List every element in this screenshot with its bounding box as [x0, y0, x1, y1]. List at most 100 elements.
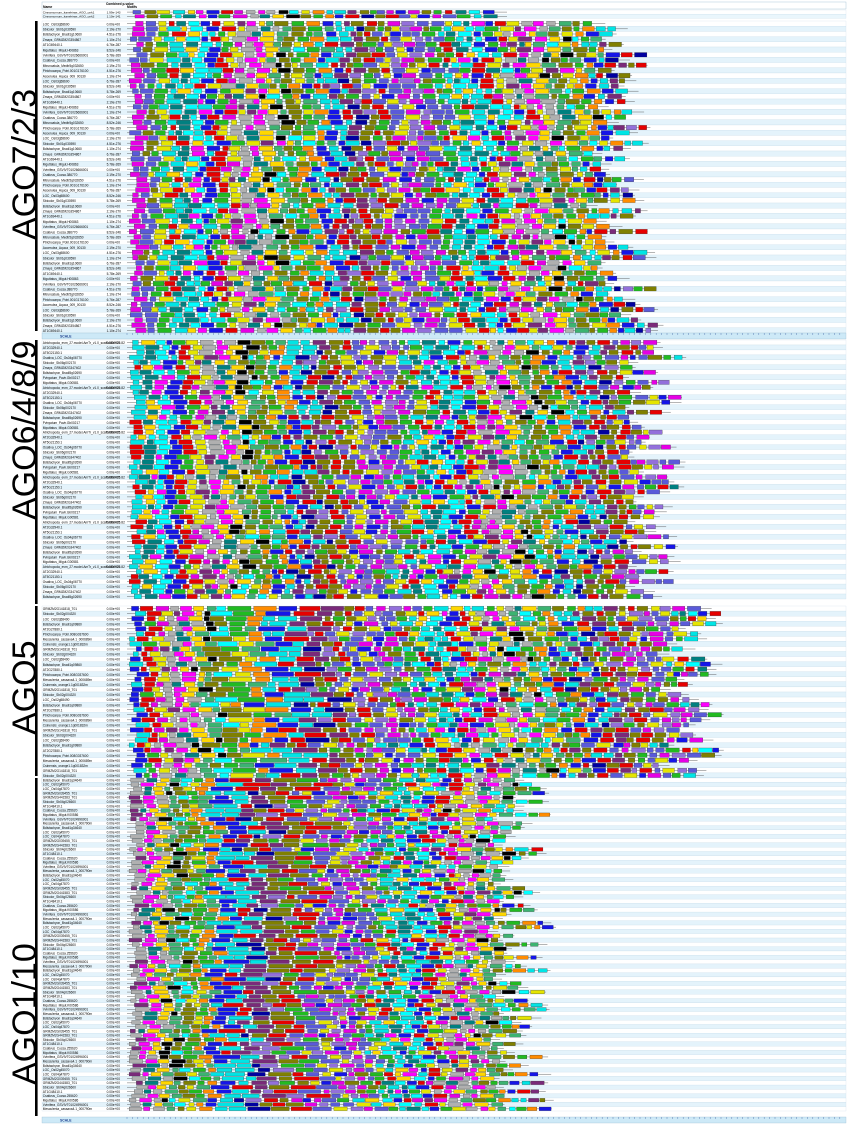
motif-block	[662, 464, 674, 470]
motif-block	[413, 360, 422, 365]
motif-block	[605, 404, 614, 410]
motif-block	[238, 104, 245, 110]
motif-block	[577, 514, 589, 520]
sequence-name: Bdistachyon_Bradi1g10660	[43, 147, 82, 151]
motif-block	[325, 449, 339, 455]
motif-block	[459, 479, 467, 485]
motif-block	[329, 250, 340, 255]
p-value: 0.00e+00	[107, 500, 121, 504]
motif-block	[180, 276, 192, 281]
motif-block	[373, 140, 386, 146]
motif-block	[489, 375, 495, 380]
motif-block	[475, 484, 483, 490]
motif-block	[506, 21, 520, 26]
motif-block	[244, 312, 256, 318]
motif-block	[464, 322, 476, 328]
motif-block	[255, 365, 267, 370]
sequence-name: Csativus_Cucsa.386770	[43, 116, 78, 120]
motif-block	[584, 109, 591, 115]
motif-block	[592, 114, 604, 120]
motif-block	[186, 424, 199, 430]
motif-block	[251, 270, 260, 276]
motif-block	[574, 270, 585, 276]
motif-block	[484, 26, 499, 32]
motif-block	[645, 484, 656, 490]
motif-block	[405, 260, 414, 266]
motif-block	[277, 114, 289, 120]
motif-block	[368, 255, 376, 260]
motif-block	[172, 291, 183, 297]
motif-block	[388, 317, 394, 323]
motif-block	[457, 350, 465, 355]
motif-block	[506, 146, 518, 151]
motif-block	[508, 182, 523, 188]
sequence-name: Osativa_LOC_Os04g06770	[43, 535, 82, 539]
motif-block	[220, 499, 227, 505]
motif-block	[439, 399, 451, 405]
motif-block	[603, 539, 617, 544]
motif-block	[495, 424, 504, 430]
motif-block	[326, 10, 333, 14]
motif-block	[166, 68, 180, 73]
motif-block	[426, 524, 438, 530]
motif-block	[355, 519, 366, 525]
motif-block	[184, 459, 194, 465]
motif-block	[448, 529, 461, 535]
sequence-name: Sbicolor_Sb06g002170	[43, 540, 76, 544]
motif-block	[251, 509, 258, 515]
motif-block	[587, 370, 594, 375]
motif-block	[293, 464, 300, 470]
motif-block	[227, 239, 235, 245]
motif-block	[259, 135, 274, 141]
motif-block	[580, 399, 589, 405]
motif-block	[523, 539, 536, 544]
motif-block	[476, 414, 487, 420]
motif-block	[238, 494, 245, 500]
motif-block	[376, 419, 384, 425]
motif-block	[468, 409, 477, 415]
motif-block	[250, 14, 259, 19]
motif-block	[444, 208, 451, 214]
motif-block	[133, 424, 143, 430]
motif-block	[133, 47, 141, 52]
motif-block	[232, 36, 246, 42]
motif-block	[405, 161, 412, 167]
motif-block	[599, 83, 609, 89]
motif-block	[562, 296, 575, 302]
motif-block	[200, 322, 214, 328]
motif-block	[352, 224, 363, 229]
motif-block	[422, 291, 432, 297]
motif-block	[207, 286, 215, 292]
sequence-name: Sbicolor_Sb06g002170	[43, 361, 76, 365]
motif-block	[489, 281, 499, 286]
motif-block	[344, 328, 351, 333]
motif-block	[407, 350, 420, 355]
motif-block	[368, 454, 377, 460]
motif-block	[486, 125, 498, 130]
motif-block	[544, 239, 552, 245]
motif-block	[316, 464, 323, 470]
motif-block	[221, 429, 229, 435]
motif-block	[439, 130, 449, 136]
motif-block	[473, 340, 487, 345]
motif-block	[136, 399, 146, 405]
motif-block	[434, 328, 449, 333]
motif-block	[274, 78, 281, 84]
motif-block	[561, 449, 573, 455]
motif-block	[369, 340, 376, 345]
motif-block	[363, 504, 369, 510]
motif-block	[302, 286, 310, 292]
motif-block	[353, 345, 364, 350]
motif-block	[452, 244, 461, 250]
motif-block	[460, 125, 473, 130]
p-value: 5.78e-269	[107, 126, 122, 130]
p-value: 1.10e-274	[107, 74, 122, 78]
motif-block	[531, 459, 541, 465]
motif-block	[349, 454, 359, 460]
motif-block	[325, 172, 340, 177]
motif-block	[536, 439, 549, 445]
motif-block	[375, 57, 384, 63]
motif-block	[150, 182, 157, 188]
motif-block	[637, 484, 644, 490]
motif-block	[248, 414, 258, 420]
